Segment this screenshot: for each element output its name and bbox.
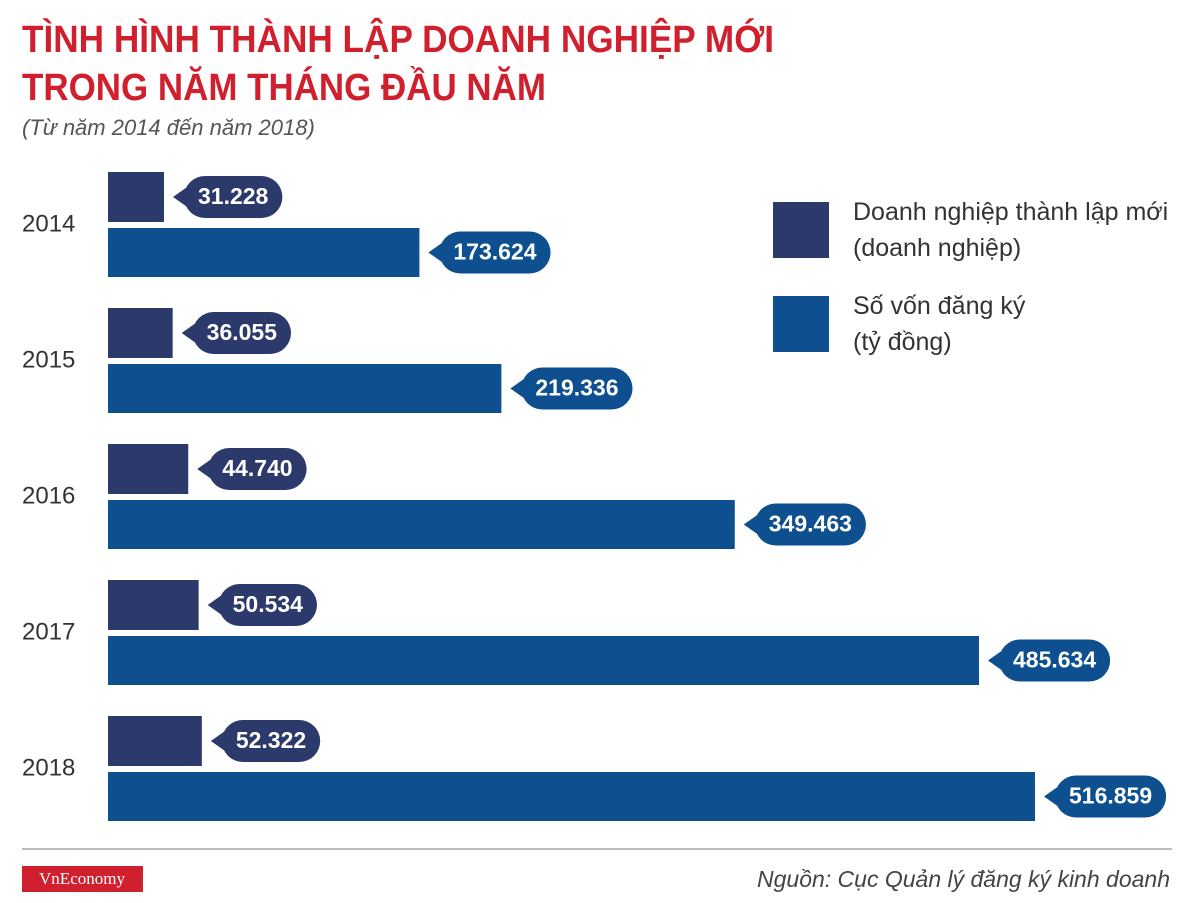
bar (108, 172, 165, 222)
source: Nguồn: Cục Quản lý đăng ký kinh doanh (757, 866, 1170, 892)
bar (108, 444, 189, 494)
label-pointer (428, 240, 446, 265)
label-pointer (987, 648, 1005, 673)
brand: VnEconomy (39, 869, 125, 888)
bar (108, 500, 735, 549)
label-pointer (1044, 784, 1061, 809)
value-label: 31.228 (198, 183, 269, 209)
bar (108, 772, 1035, 821)
value-label: 516.859 (1069, 783, 1152, 809)
label-bubble (439, 231, 551, 274)
value-label: 485.634 (1013, 647, 1096, 673)
chart-title: TRONG NĂM THÁNG ĐẦU NĂM (22, 65, 546, 109)
value-label: 36.055 (207, 319, 278, 345)
label-bubble (521, 367, 633, 410)
chart-title: TÌNH HÌNH THÀNH LẬP DOANH NGHIỆP MỚI (22, 17, 774, 61)
bar (108, 364, 502, 413)
label-pointer (510, 376, 528, 401)
label-bubble (754, 503, 866, 546)
label-bubble (218, 584, 317, 626)
legend-swatch (773, 202, 829, 258)
value-label: 173.624 (453, 239, 536, 265)
brand-box (22, 866, 143, 892)
label-pointer (197, 457, 215, 481)
label-pointer (207, 593, 225, 617)
bar (108, 580, 199, 630)
value-label: 52.322 (236, 727, 306, 753)
legend-swatch (773, 296, 829, 352)
label-bubble (184, 176, 283, 218)
y-tick-label: 2015 (22, 346, 75, 373)
label-pointer (173, 185, 191, 209)
y-tick-label: 2018 (22, 754, 75, 781)
value-label: 219.336 (535, 375, 618, 401)
y-tick-label: 2014 (22, 210, 75, 237)
chart-subtitle: (Từ năm 2014 đến năm 2018) (22, 115, 315, 140)
label-bubble (221, 720, 321, 762)
bar (108, 308, 173, 358)
legend-item: Doanh nghiệp thành lập mới (doanh nghiệp… (773, 198, 1168, 266)
label-pointer (743, 512, 761, 537)
label-pointer (210, 729, 228, 753)
bar (108, 228, 420, 277)
label-bubble (208, 448, 307, 490)
value-label: 349.463 (769, 511, 852, 537)
label-bubble (192, 312, 292, 354)
label-bubble (998, 639, 1111, 682)
y-tick-label: 2016 (22, 482, 75, 509)
label-bubble (1055, 775, 1167, 818)
value-label: 50.534 (233, 591, 304, 617)
legend-item: Số vốn đăng ký (tỷ đồng) (773, 292, 1025, 360)
legend-label: Doanh nghiệp thành lập mới (doanh nghiệp… (853, 198, 1169, 262)
bar (108, 716, 202, 766)
legend-label: Số vốn đăng ký (tỷ đồng) (853, 292, 1026, 356)
value-label: 44.740 (222, 455, 292, 481)
label-pointer (181, 321, 199, 345)
y-tick-label: 2017 (22, 618, 75, 645)
bar (108, 636, 979, 685)
